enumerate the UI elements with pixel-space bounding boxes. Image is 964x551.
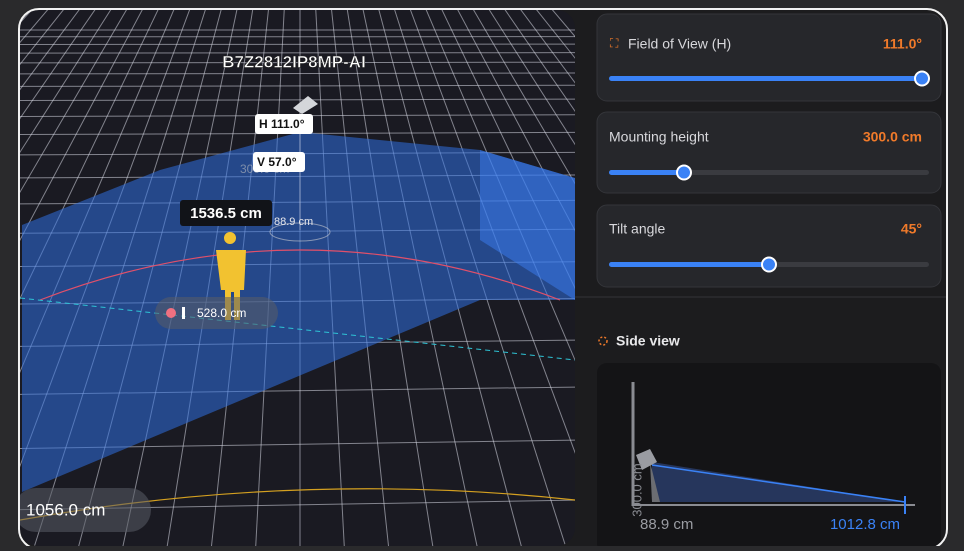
label: 88.9 cm <box>274 216 313 228</box>
control-label: Field of View (H) <box>628 36 731 52</box>
icon: ⛶ <box>609 36 619 50</box>
label: V 57.0° <box>257 155 297 169</box>
height-label: 300.0 cm <box>629 463 644 516</box>
control-value: 300.0 cm <box>863 129 922 145</box>
slider-thumb[interactable] <box>762 258 776 272</box>
card <box>597 14 941 101</box>
control-value: 45° <box>901 221 922 237</box>
label: H 111.0° <box>259 117 305 131</box>
camera-model: B7Z2812IP8MP-AI <box>222 52 366 71</box>
far-label: 1012.8 cm <box>830 516 900 533</box>
marker <box>166 308 176 318</box>
near-label: 88.9 cm <box>640 516 693 533</box>
slider-fill <box>609 262 769 267</box>
slider-thumb[interactable] <box>677 166 691 180</box>
label: 528.0 cm <box>197 306 246 320</box>
label: 1056.0 cm <box>26 500 105 519</box>
section-title: Side view <box>616 333 680 349</box>
control-value: 111.0° <box>883 36 922 52</box>
label: 1536.5 cm <box>190 205 262 222</box>
control-label: Mounting height <box>609 129 709 145</box>
slider-thumb[interactable] <box>915 72 929 86</box>
marker-bar <box>182 307 185 319</box>
card <box>597 205 941 287</box>
control-label: Tilt angle <box>609 221 666 237</box>
slider-fill <box>609 170 684 175</box>
slider-fill <box>609 76 922 81</box>
card <box>597 112 941 193</box>
